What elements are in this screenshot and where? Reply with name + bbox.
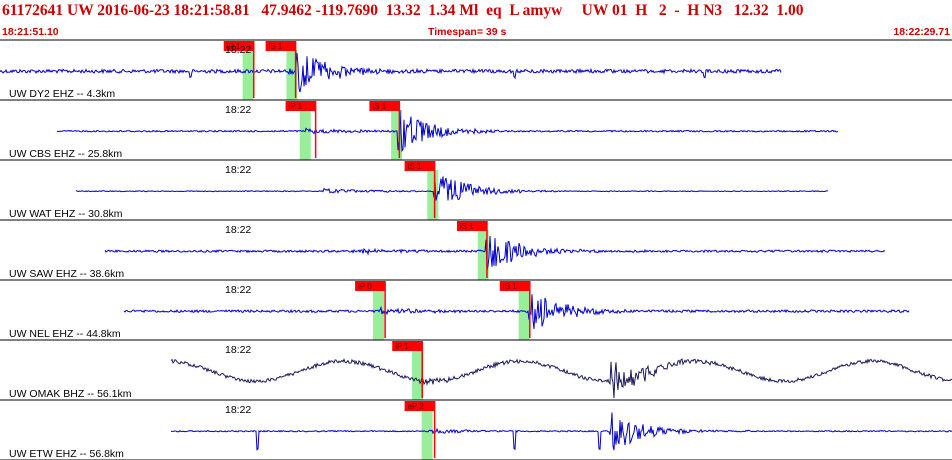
seismogram-trace[interactable] <box>56 110 839 152</box>
seismogram-trace[interactable] <box>170 412 952 451</box>
pick-label: iP 0 <box>358 282 372 291</box>
pick-label: iS 1 <box>372 102 386 111</box>
seismogram-trace[interactable] <box>104 235 886 271</box>
panel-time-label: 18:22 <box>225 104 251 116</box>
panel-time-label: 18:22 <box>225 344 251 356</box>
pick-window <box>286 50 298 100</box>
seismogram-trace[interactable] <box>0 52 782 93</box>
pick-window <box>373 290 385 340</box>
seismogram-trace[interactable] <box>170 358 952 399</box>
panel-time-label: 18:22 <box>225 164 251 176</box>
timespan-label: Timespan= 39 s <box>428 26 507 38</box>
pick-flag[interactable] <box>499 281 530 291</box>
pick-flag[interactable] <box>355 281 386 291</box>
pick-flag[interactable] <box>404 401 435 411</box>
seismogram-trace[interactable] <box>76 176 829 201</box>
panel-time-label: 18:22 <box>225 284 251 296</box>
pick-flag[interactable] <box>369 101 400 111</box>
start-time: 18:21:51.10 <box>2 26 59 38</box>
pick-label: iP 1 <box>395 342 409 351</box>
end-time: 18:22:29.71 <box>893 26 950 38</box>
event-header: 61172641 UW 2016-06-23 18:21:58.81 47.94… <box>0 0 952 40</box>
station-label: UW DY2 EHZ -- 4.3km <box>9 88 115 100</box>
pick-window <box>412 350 424 400</box>
pick-flag[interactable] <box>223 41 254 51</box>
station-label: UW ETW EHZ -- 56.8km <box>9 448 124 460</box>
pick-window <box>477 230 489 280</box>
pick-flag[interactable] <box>285 101 316 111</box>
seismogram-trace[interactable] <box>123 294 910 329</box>
pick-label: iP 1 <box>289 102 303 111</box>
pick-label: iP 1 <box>227 42 241 51</box>
pick-window <box>391 110 403 160</box>
panel-time-label: 18:22 <box>225 44 251 56</box>
pick-label: iS 1 <box>269 42 283 51</box>
pick-window <box>421 410 433 460</box>
pick-flag[interactable] <box>265 41 296 51</box>
pick-window <box>427 170 439 220</box>
pick-label: iS 1 <box>503 282 517 291</box>
panel-time-label: 18:22 <box>225 224 251 236</box>
pick-label: iS 1 <box>408 162 422 171</box>
station-label: UW OMAK BHZ -- 56.1km <box>9 388 132 400</box>
pick-window <box>242 50 254 100</box>
station-label: UW NEL EHZ -- 44.8km <box>9 328 121 340</box>
event-title: 61172641 UW 2016-06-23 18:21:58.81 47.94… <box>2 2 804 19</box>
station-label: UW CBS EHZ -- 25.8km <box>9 148 122 160</box>
pick-window <box>299 110 311 160</box>
pick-flag[interactable] <box>404 161 435 171</box>
pick-label: iS 1 <box>460 222 474 231</box>
station-label: UW SAW EHZ -- 38.6km <box>9 268 124 280</box>
panel-time-label: 18:22 <box>225 404 251 416</box>
pick-window <box>518 290 530 340</box>
pick-flag[interactable] <box>392 341 423 351</box>
pick-label: eP 2 <box>408 402 425 411</box>
station-label: UW WAT EHZ -- 30.8km <box>9 208 123 220</box>
pick-flag[interactable] <box>456 221 487 231</box>
